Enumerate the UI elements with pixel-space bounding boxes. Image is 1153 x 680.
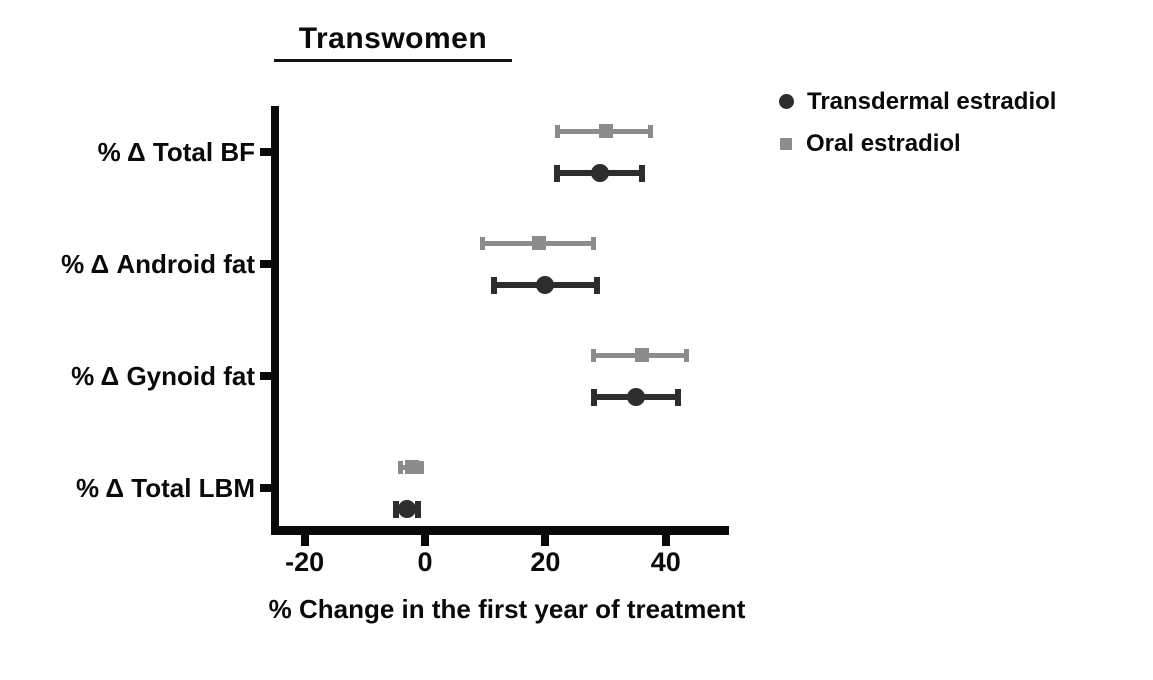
circle-data-marker	[536, 276, 555, 294]
errorbar-cap-left	[590, 388, 597, 406]
legend-label: Transdermal estradiol	[807, 87, 1057, 115]
y-axis-category-label: % Δ Total BF	[97, 137, 255, 167]
errorbar-cap-right	[593, 276, 600, 294]
x-axis-tick-label: 40	[650, 547, 681, 577]
errorbar-cap-left	[398, 460, 404, 474]
square-data-marker	[532, 236, 547, 250]
x-axis-title: % Change in the first year of treatment	[268, 594, 746, 624]
errorbar-cap-left	[479, 236, 485, 250]
x-axis-tick-label: -20	[285, 547, 325, 577]
y-axis-tick	[260, 484, 271, 492]
square-data-marker	[634, 348, 649, 362]
x-axis-tick	[661, 535, 670, 546]
y-axis-tick	[260, 260, 271, 268]
errorbar-cap-left	[491, 276, 498, 294]
errorbar-cap-right	[684, 348, 690, 362]
y-axis-category-label: % Δ Android fat	[61, 249, 255, 279]
y-axis-tick	[260, 372, 271, 380]
circle-data-marker	[590, 164, 609, 182]
errorbar-cap-right	[414, 500, 421, 518]
errorbar-cap-right	[591, 236, 597, 250]
errorbar-cap-right	[638, 164, 645, 182]
x-axis-line	[271, 526, 729, 535]
legend: Transdermal estradiol Oral estradiol	[779, 86, 1056, 159]
circle-marker-icon	[779, 94, 794, 109]
errorbar-cap-right	[674, 388, 681, 406]
x-axis-tick	[300, 535, 309, 546]
x-axis-tick	[421, 535, 429, 546]
square-data-marker	[598, 124, 613, 138]
x-axis-tick-label: 20	[530, 547, 561, 577]
square-data-marker	[404, 460, 419, 474]
errorbar-cap-left	[591, 348, 597, 362]
legend-item: Oral estradiol	[779, 128, 1056, 159]
y-axis-tick	[260, 148, 271, 156]
y-axis-line	[271, 106, 279, 535]
y-axis-category-label: % Δ Gynoid fat	[71, 361, 255, 391]
y-axis-category-label: % Δ Total LBM	[75, 473, 255, 503]
x-axis-tick	[541, 535, 550, 546]
legend-item: Transdermal estradiol	[779, 86, 1056, 117]
errorbar-cap-right	[419, 460, 425, 474]
legend-label: Oral estradiol	[806, 129, 961, 157]
circle-data-marker	[397, 500, 416, 518]
x-axis-tick-label: 0	[417, 547, 433, 577]
errorbar-cap-left	[554, 164, 561, 182]
errorbar-cap-left	[393, 500, 400, 518]
square-marker-icon	[780, 137, 792, 150]
errorbar-cap-left	[554, 124, 560, 138]
errorbar-cap-right	[648, 124, 654, 138]
chart-title: Transwomen	[274, 22, 512, 62]
circle-data-marker	[626, 388, 645, 406]
